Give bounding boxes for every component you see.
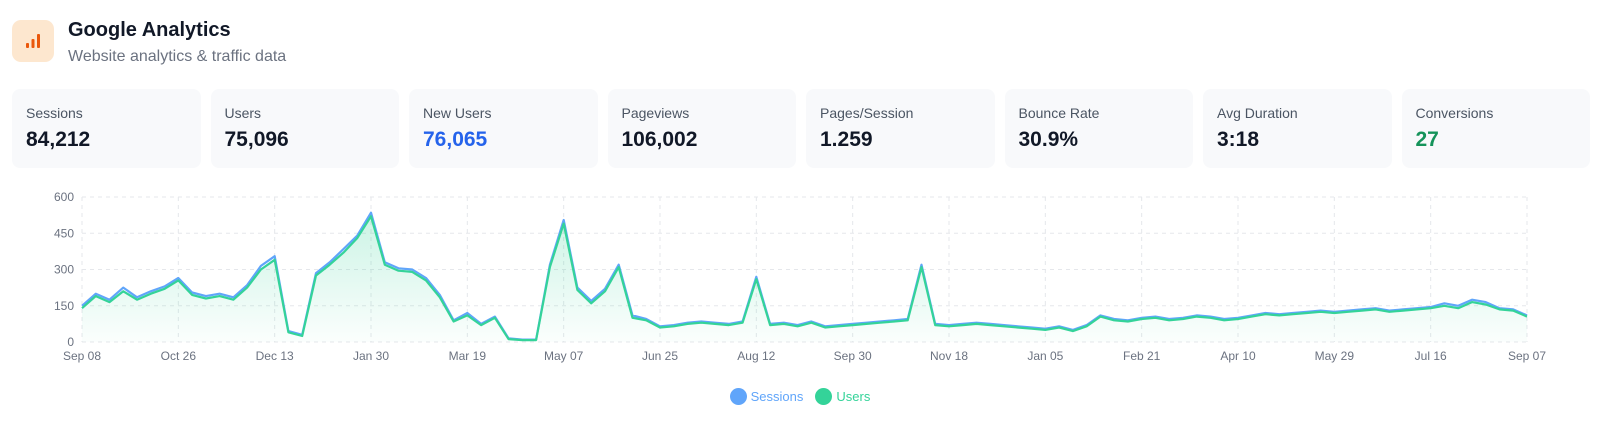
stat-label: Sessions xyxy=(26,105,83,121)
stat-card-conversions: Conversions 27 xyxy=(1401,89,1590,168)
y-tick-label: 0 xyxy=(67,335,74,349)
x-tick-label: Feb 21 xyxy=(1123,349,1161,363)
x-tick-label: Oct 26 xyxy=(161,349,197,363)
stat-value: 27 xyxy=(1415,128,1439,151)
stat-card-users: Users 75,096 xyxy=(210,89,399,168)
stat-card-pages-per-session: Pages/Session 1.259 xyxy=(806,89,995,168)
users-swatch xyxy=(815,388,833,405)
stat-value: 76,065 xyxy=(423,128,488,151)
x-tick-label: Nov 18 xyxy=(930,349,968,363)
x-tick-label: Sep 30 xyxy=(834,349,872,363)
x-tick-label: Mar 19 xyxy=(449,349,487,363)
app-title: Google Analytics xyxy=(68,19,231,41)
legend-item-sessions[interactable]: Sessions xyxy=(729,388,804,405)
sessions-series-line xyxy=(81,211,1528,341)
stat-card-sessions: Sessions 84,212 xyxy=(12,89,201,168)
stat-card-new-users: New Users 76,065 xyxy=(409,89,598,168)
legend-item-users[interactable]: Users xyxy=(815,388,870,405)
traffic-chart: 0 150 300 450 600 Sep 08 Oct 26 Dec 13 Jan 30 Mar… xyxy=(0,180,1600,422)
legend-label-sessions: Sessions xyxy=(750,389,804,404)
sessions-swatch xyxy=(729,388,747,405)
stat-card-avg-duration: Avg Duration 3:18 xyxy=(1203,89,1392,168)
y-tick-label: 150 xyxy=(54,299,74,313)
stat-value: 106,002 xyxy=(621,128,698,151)
stat-label: New Users xyxy=(423,105,492,121)
legend-label-users: Users xyxy=(836,389,871,404)
stat-label: Avg Duration xyxy=(1217,105,1298,121)
x-tick-label: Aug 12 xyxy=(737,349,775,363)
x-tick-label: Jul 16 xyxy=(1415,349,1447,363)
x-tick-label: Jun 25 xyxy=(642,349,678,363)
stat-label: Bounce Rate xyxy=(1018,105,1100,121)
stat-label: Conversions xyxy=(1415,105,1494,121)
stat-label: Pages/Session xyxy=(820,105,914,121)
x-tick-label: Sep 08 xyxy=(63,349,101,363)
x-tick-label: Sep 07 xyxy=(1508,349,1546,363)
stat-value: 1.259 xyxy=(820,128,873,151)
stat-value: 30.9% xyxy=(1018,128,1079,151)
traffic-chart-svg: 0 150 300 450 600 Sep 08 Oct 26 Dec 13 Jan 30 Mar… xyxy=(54,190,1546,363)
stat-label: Users xyxy=(224,105,262,121)
stat-card-pageviews: Pageviews 106,002 xyxy=(607,89,796,168)
stat-card-bounce-rate: Bounce Rate 30.9% xyxy=(1004,89,1193,168)
users-area-fill xyxy=(82,216,1527,342)
stat-value: 3:18 xyxy=(1217,128,1260,151)
app-subtitle: Website analytics & traffic data xyxy=(68,48,287,65)
stats-row: Sessions 84,212 Users 75,096 New Users 7… xyxy=(12,89,1590,168)
x-tick-label: Jan 05 xyxy=(1027,349,1063,363)
stat-value: 84,212 xyxy=(26,128,91,151)
x-tick-label: May 29 xyxy=(1315,349,1355,363)
y-tick-label: 450 xyxy=(54,226,74,240)
app-header: Google Analytics Website analytics & tra… xyxy=(12,19,287,66)
stat-value: 75,096 xyxy=(224,128,289,151)
x-tick-label: Apr 10 xyxy=(1220,349,1256,363)
bar-chart-icon xyxy=(26,34,40,48)
y-tick-label: 600 xyxy=(54,190,74,204)
stat-label: Pageviews xyxy=(621,105,690,121)
x-tick-label: Jan 30 xyxy=(353,349,389,363)
x-tick-label: Dec 13 xyxy=(256,349,294,363)
chart-legend: Sessions Users xyxy=(0,388,1600,405)
app-logo xyxy=(12,20,54,62)
users-series-line xyxy=(81,215,1528,342)
y-tick-label: 300 xyxy=(54,263,74,277)
x-tick-label: May 07 xyxy=(544,349,584,363)
